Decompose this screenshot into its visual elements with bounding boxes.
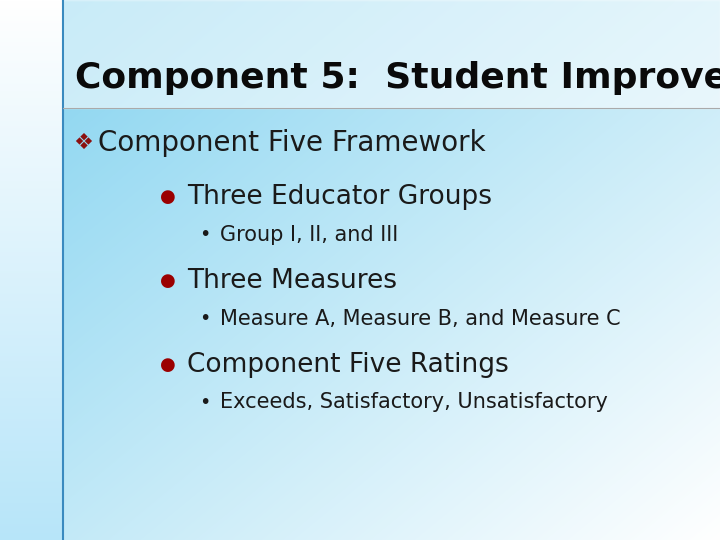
Text: •: • — [199, 309, 211, 328]
Text: •: • — [199, 225, 211, 245]
Text: ●: ● — [160, 272, 176, 290]
Text: ●: ● — [160, 355, 176, 374]
Text: Component 5:  Student Improvement: Component 5: Student Improvement — [75, 62, 720, 95]
Text: Component Five Ratings: Component Five Ratings — [186, 352, 508, 377]
Bar — [63, 0, 720, 108]
Text: ❖: ❖ — [73, 133, 93, 153]
Text: Measure A, Measure B, and Measure C: Measure A, Measure B, and Measure C — [220, 308, 621, 329]
Text: ●: ● — [160, 188, 176, 206]
Text: •: • — [199, 393, 211, 412]
Text: Exceeds, Satisfactory, Unsatisfactory: Exceeds, Satisfactory, Unsatisfactory — [220, 392, 608, 413]
Text: Component Five Framework: Component Five Framework — [98, 129, 485, 157]
Text: Three Educator Groups: Three Educator Groups — [186, 184, 492, 210]
Text: Group I, II, and III: Group I, II, and III — [220, 225, 398, 245]
Text: Three Measures: Three Measures — [186, 268, 397, 294]
